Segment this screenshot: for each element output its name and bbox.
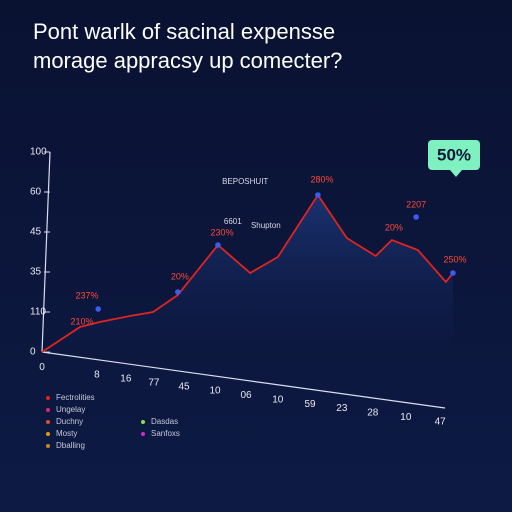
data-label: 20% [385,222,403,232]
badge-pointer [450,170,462,177]
x-tick-label: 16 [120,373,132,384]
marker [413,214,419,220]
y-tick-label: 45 [30,227,42,238]
x-tick-label: 77 [148,377,160,388]
area [42,195,453,352]
legend-swatch [141,420,145,424]
annotation: BEPOSHUIT [222,177,268,186]
legend-label: Fectrolities [56,393,95,402]
x-tick-label: 28 [367,407,379,418]
badge-text: 50% [437,145,471,164]
y-tick-label: 100 [30,147,47,158]
marker [450,270,456,276]
x-tick-label: 10 [400,412,412,423]
x-tick-label: 0 [39,362,45,373]
legend-swatch [46,396,50,400]
legend-label: Dasdas [151,417,178,426]
legend-label: Sanfoxs [151,429,180,438]
x-tick-label: 45 [179,381,191,392]
legend-label: Duchny [56,417,83,426]
legend-swatch [141,432,145,436]
marker [215,242,221,248]
legend-label: Dballing [56,441,85,450]
badge-box [428,140,480,170]
legend-swatch [46,408,50,412]
chart-subtitle: morage appracsy up comecter? [33,48,342,73]
legend-swatch [46,420,50,424]
line [41,193,454,353]
legend-label: Mosty [56,429,77,438]
x-tick-label: 23 [336,403,348,414]
badge: 50% [428,140,480,177]
x-tick-label: 59 [304,399,316,410]
y-tick-label: 110 [30,307,46,318]
data-label: 280% [310,174,333,184]
data-label: 20% [171,271,189,281]
x-tick-label: 10 [209,386,221,397]
data-label: 237% [76,290,99,300]
x-axis [41,351,446,409]
legend-swatch [46,444,50,448]
y-tick-label: 35 [30,267,42,278]
marker [95,306,101,312]
legend-swatch [46,432,50,436]
legend-label: Ungelay [56,405,85,414]
data-label: 2207 [406,199,426,209]
x-tick-label: 8 [94,369,100,380]
x-tick-label: 06 [240,390,252,401]
data-label: 210% [71,316,94,326]
y-tick-label: 0 [30,347,36,358]
y-tick-label: 60 [30,187,42,198]
data-label: 230% [211,227,234,237]
marker [175,289,181,295]
y-axis [41,151,51,353]
chart-title: Pont warlk of sacinal expensse [33,19,335,44]
x-tick-label: 47 [435,417,447,428]
data-label: 250% [443,254,466,264]
annotation: 6601 [224,217,242,226]
annotation: Shupton [251,221,281,230]
marker [315,192,321,198]
x-tick-label: 10 [272,394,284,405]
